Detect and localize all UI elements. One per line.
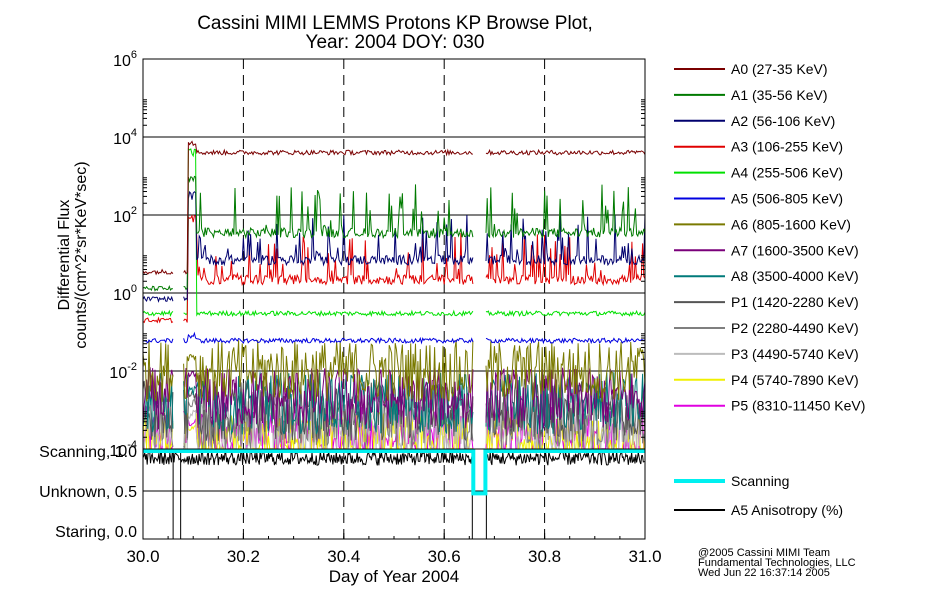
legend-item: A8 (3500-4000 KeV) [674,268,859,284]
x-tick-label: 31.0 [628,547,661,566]
legend-label: A6 (805-1600 KeV) [731,216,851,232]
flux-series-line [142,175,646,292]
mode-y-ticks: Scanning, 1.0 Unknown, 0.5 Staring, 0.0 [39,444,137,541]
x-axis-ticks: 30.0 30.2 30.4 30.6 30.8 31.0 [126,533,662,566]
credit-line-2: Fundamental Technologies, LLC [698,557,856,569]
mode-series [142,449,646,539]
legend-item: P1 (1420-2280 KeV) [674,294,859,310]
legend-item: P5 (8310-11450 KeV) [674,398,865,414]
mode-gridlines [143,449,645,539]
legend-item: A2 (56-106 KeV) [674,113,835,129]
flux-y-tick-label: 104 [113,127,137,148]
legend-item: A5 Anisotropy (%) [674,502,843,518]
x-tick-label: 30.6 [428,547,461,566]
chart-title: Cassini MIMI LEMMS Protons KP Browse Plo… [197,13,593,34]
flux-series-line [142,147,646,318]
x-axis-label: Day of Year 2004 [329,567,459,586]
legend-item: A3 (106-255 KeV) [674,139,843,155]
legend-item: Scanning [674,473,789,489]
legend-label: A8 (3500-4000 KeV) [731,268,859,284]
mode-y-tick-label: Scanning, 1.0 [39,444,137,461]
legend-label: P4 (5740-7890 KeV) [731,372,859,388]
chart-subtitle: Year: 2004 DOY: 030 [306,32,485,53]
flux-series-line [142,140,646,276]
legend: A0 (27-35 KeV) A1 (35-56 KeV) A2 (56-106 K… [674,61,865,518]
flux-y-tick-label: 106 [113,49,137,70]
legend-label: A4 (255-506 KeV) [731,165,843,181]
legend-label: A0 (27-35 KeV) [731,61,828,77]
legend-item: P4 (5740-7890 KeV) [674,372,859,388]
flux-series-line [142,190,646,303]
legend-item: P3 (4490-5740 KeV) [674,346,859,362]
scanning-line [143,449,645,496]
legend-label: P2 (2280-4490 KeV) [731,320,859,336]
x-tick-label: 30.2 [227,547,260,566]
legend-label: Scanning [731,473,789,489]
legend-label: A7 (1600-3500 KeV) [731,242,859,258]
legend-label: P1 (1420-2280 KeV) [731,294,859,310]
legend-item: A5 (506-805 KeV) [674,191,843,207]
legend-item: A4 (255-506 KeV) [674,165,843,181]
flux-y-tick-label: 100 [113,283,137,304]
credit-line-3: Wed Jun 22 16:37:14 2005 [698,567,830,579]
legend-label: P5 (8310-11450 KeV) [731,398,865,414]
x-tick-label: 30.0 [126,547,159,566]
plot-title: Cassini MIMI LEMMS Protons KP Browse Plo… [197,13,593,53]
credit-line-1: @2005 Cassini MIMI Team [698,547,830,559]
mode-y-tick-label: Unknown, 0.5 [39,484,137,501]
legend-label: A1 (35-56 KeV) [731,87,828,103]
legend-item: A6 (805-1600 KeV) [674,216,851,232]
legend-label: A2 (56-106 KeV) [731,113,835,129]
x-tick-label: 30.8 [528,547,561,566]
legend-item: A7 (1600-3500 KeV) [674,242,859,258]
credits: @2005 Cassini MIMI Team Fundamental Tech… [698,547,856,579]
y-axis-units: counts/(cm^2*sr*KeV*sec) [73,161,90,348]
legend-label: A3 (106-255 KeV) [731,139,843,155]
legend-label: A5 Anisotropy (%) [731,502,843,518]
y-axis-label: Differential Flux [56,200,73,311]
flux-y-tick-label: 102 [113,205,137,226]
legend-item: A0 (27-35 KeV) [674,61,828,77]
mode-y-tick-label: Staring, 0.0 [55,524,137,541]
anisotropy-line [142,449,646,466]
flux-series-line [142,339,646,403]
mode-panel: Scanning, 1.0 Unknown, 0.5 Staring, 0.0 30… [39,444,661,586]
legend-item: A1 (35-56 KeV) [674,87,828,103]
flux-y-tick-label: 10-2 [109,361,137,382]
legend-label: P3 (4490-5740 KeV) [731,346,859,362]
legend-item: P2 (2280-4490 KeV) [674,320,859,336]
legend-label: A5 (506-805 KeV) [731,191,843,207]
x-tick-label: 30.4 [327,547,360,566]
flux-series-line [142,331,646,345]
